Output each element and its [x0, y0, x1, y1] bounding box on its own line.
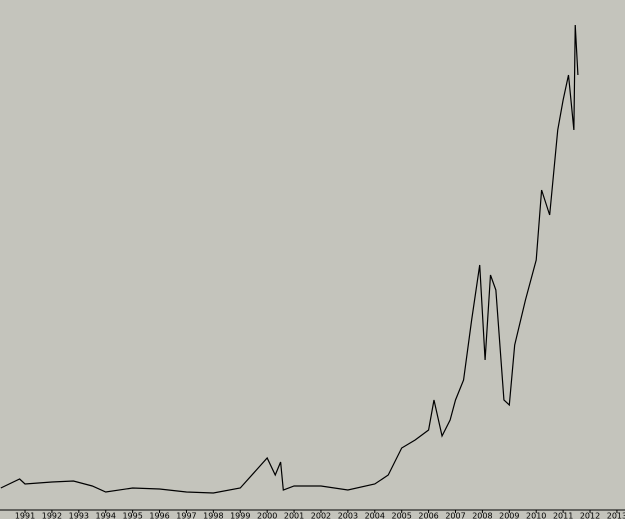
- x-tick-label: 2011: [553, 512, 573, 519]
- x-tick-label: 1999: [230, 512, 250, 519]
- x-tick-label: 2002: [311, 512, 331, 519]
- x-tick-label: 1997: [176, 512, 196, 519]
- x-tick-label: 2010: [526, 512, 546, 519]
- x-tick-label: 1998: [203, 512, 223, 519]
- x-tick-label: 1993: [69, 512, 89, 519]
- x-tick-label: 1992: [42, 512, 62, 519]
- price-line: [0, 24, 579, 494]
- x-tick-label: 2012: [580, 512, 600, 519]
- x-tick-label: 2007: [445, 512, 465, 519]
- x-tick-label: 1995: [122, 512, 142, 519]
- x-tick-label: 2001: [284, 512, 304, 519]
- x-tick-label: 2000: [257, 512, 277, 519]
- x-tick-label: 2004: [365, 512, 385, 519]
- x-tick-label: 2008: [472, 512, 492, 519]
- x-tick-label: 2013: [607, 512, 625, 519]
- x-tick-label: 2009: [499, 512, 519, 519]
- x-tick-label: 1991: [15, 512, 35, 519]
- x-tick-label: 2003: [338, 512, 358, 519]
- x-tick-label: 1994: [96, 512, 116, 519]
- x-tick-label: 1996: [149, 512, 169, 519]
- x-tick-label: 2006: [418, 512, 438, 519]
- x-tick-label: 2005: [392, 512, 412, 519]
